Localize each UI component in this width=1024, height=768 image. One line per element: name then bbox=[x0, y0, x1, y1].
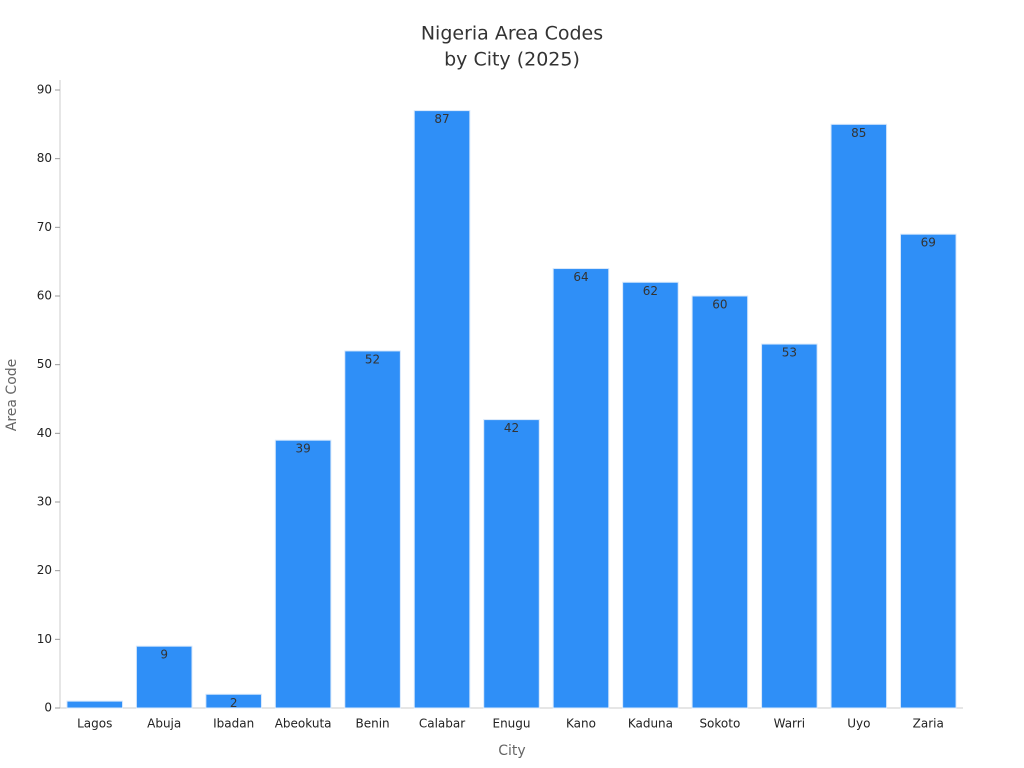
y-tick-label: 50 bbox=[37, 357, 52, 371]
x-tick-label: Kano bbox=[566, 717, 596, 731]
bar bbox=[761, 343, 818, 709]
y-axis-title: Area Code bbox=[4, 359, 20, 432]
data-label: 9 bbox=[160, 648, 168, 662]
y-tick-label: 40 bbox=[37, 426, 52, 440]
bar bbox=[691, 295, 749, 709]
y-tick-label: 0 bbox=[44, 701, 52, 715]
data-label: 39 bbox=[295, 442, 310, 456]
x-tick-label: Sokoto bbox=[699, 717, 740, 731]
data-label: 64 bbox=[573, 270, 588, 284]
data-label: 53 bbox=[782, 346, 797, 360]
bar bbox=[344, 350, 401, 709]
bar bbox=[274, 439, 332, 709]
bar bbox=[135, 645, 193, 709]
y-tick-label: 10 bbox=[37, 632, 52, 646]
bar bbox=[622, 281, 679, 709]
x-tick-label: Lagos bbox=[77, 717, 112, 731]
x-tick-label: Zaria bbox=[913, 717, 944, 731]
x-tick-label: Abuja bbox=[147, 717, 181, 731]
bar bbox=[830, 123, 888, 709]
bar bbox=[483, 419, 540, 709]
bar bbox=[66, 700, 124, 709]
chart-title: by City (2025) bbox=[444, 49, 580, 71]
y-tick-label: 80 bbox=[37, 151, 52, 165]
x-tick-label: Uyo bbox=[847, 717, 870, 731]
data-label: 42 bbox=[504, 421, 519, 435]
bar bbox=[552, 268, 610, 709]
data-label: 52 bbox=[365, 352, 380, 366]
y-tick-label: 30 bbox=[37, 495, 52, 509]
data-label: 60 bbox=[712, 298, 727, 312]
bar bbox=[205, 693, 262, 709]
data-label: 69 bbox=[921, 236, 936, 250]
data-label: 85 bbox=[851, 126, 866, 140]
y-tick-label: 90 bbox=[37, 83, 52, 97]
x-tick-label: Ibadan bbox=[213, 717, 254, 731]
x-tick-label: Enugu bbox=[492, 717, 530, 731]
chart-title: Nigeria Area Codes bbox=[421, 23, 603, 45]
data-label: 62 bbox=[643, 284, 658, 298]
x-tick-label: Abeokuta bbox=[275, 717, 332, 731]
y-tick-label: 20 bbox=[37, 563, 52, 577]
x-tick-label: Calabar bbox=[419, 717, 465, 731]
bar bbox=[899, 233, 957, 709]
y-tick-label: 70 bbox=[37, 220, 52, 234]
y-tick-label: 60 bbox=[37, 289, 52, 303]
x-tick-label: Warri bbox=[774, 717, 805, 731]
x-tick-label: Benin bbox=[355, 717, 389, 731]
x-tick-label: Kaduna bbox=[628, 717, 673, 731]
data-label: 87 bbox=[434, 112, 449, 126]
x-axis-title: City bbox=[498, 743, 525, 759]
bar bbox=[413, 110, 471, 709]
data-label: 2 bbox=[230, 696, 238, 710]
